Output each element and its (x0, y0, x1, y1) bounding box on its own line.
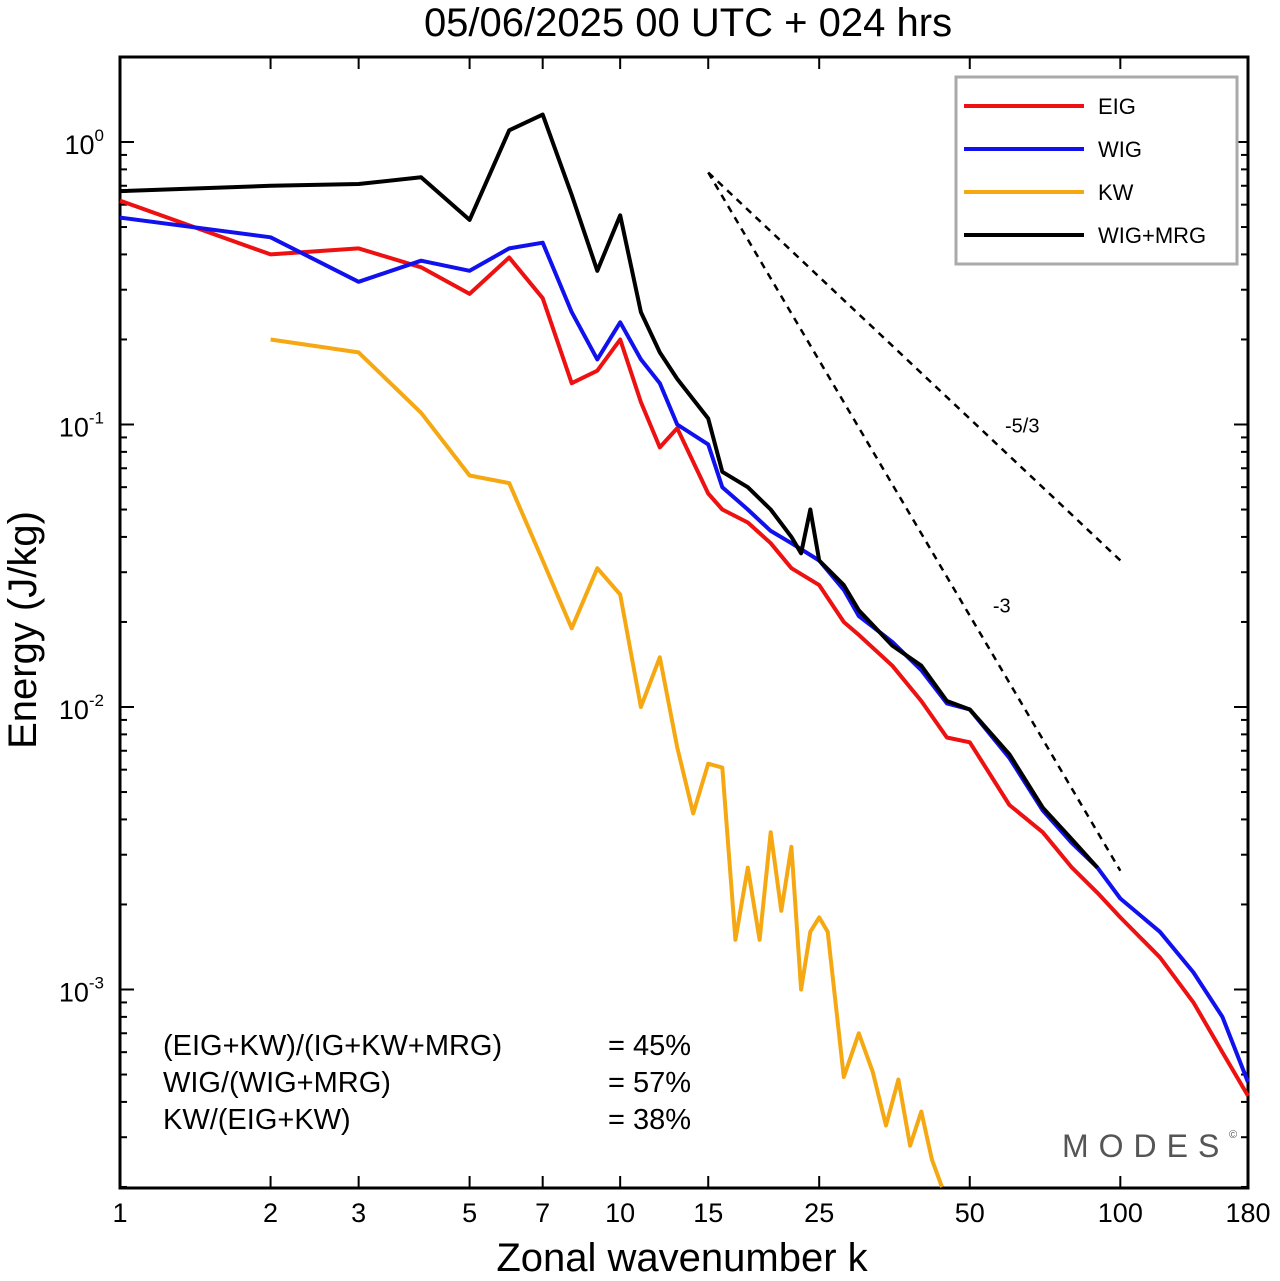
x-tick-label: 100 (1098, 1198, 1143, 1228)
stat-value: = 38% (608, 1104, 691, 1136)
stat-value: = 45% (608, 1030, 691, 1062)
y-tick-label: 10-2 (59, 691, 104, 725)
x-tick-label: 10 (605, 1198, 635, 1228)
y-tick-labels: 100 10-1 10-2 10-3 (59, 126, 104, 1008)
modes-logo: MODES © (1062, 1128, 1237, 1164)
y-tick-label: 10-1 (59, 409, 104, 443)
x-tick-label: 1 (112, 1198, 127, 1228)
x-tick-label: 50 (955, 1198, 985, 1228)
series-line-wig-mrg (119, 112, 1099, 869)
copyright-mark: © (1229, 1129, 1237, 1141)
series-line-kw (270, 337, 944, 1188)
legend-label: EIG (1098, 94, 1136, 119)
x-tick-label: 15 (693, 1198, 723, 1228)
slope-line (707, 171, 1122, 872)
slope-line (707, 171, 1122, 562)
legend-label: KW (1098, 180, 1134, 205)
x-tick-label: 2 (263, 1198, 278, 1228)
series-lines (119, 112, 1250, 1188)
series-line-wig (119, 215, 1250, 1083)
x-tick-label: 3 (351, 1198, 366, 1228)
legend-box (954, 75, 1239, 266)
reference-slope-lines: -5/3 -3 (707, 171, 1122, 872)
x-tick-label: 25 (804, 1198, 834, 1228)
axis-ticks (119, 55, 1249, 1188)
legend: EIG WIG KW WIG+MRG (954, 75, 1239, 266)
stat-label: KW/(EIG+KW) (163, 1104, 351, 1136)
stat-label: (EIG+KW)/(IG+KW+MRG) (163, 1030, 502, 1062)
ratio-statistics: (EIG+KW)/(IG+KW+MRG) = 45% WIG/(WIG+MRG) = … (163, 1030, 691, 1136)
chart-title: 05/06/2025 00 UTC + 024 hrs (424, 1, 952, 45)
y-tick-label: 100 (64, 126, 104, 160)
modes-watermark: MODES (1062, 1128, 1229, 1164)
stat-value: = 57% (608, 1067, 691, 1099)
series-line-eig (119, 198, 1250, 1097)
x-tick-label: 5 (462, 1198, 477, 1228)
y-tick-label: 10-3 (59, 974, 104, 1008)
slope-label: -5/3 (1005, 415, 1039, 437)
x-tick-labels: 1 2 3 5 7 10 15 25 50 100 180 (112, 1198, 1270, 1228)
legend-label: WIG+MRG (1098, 223, 1206, 248)
y-axis-label: Energy (J/kg) (1, 511, 45, 749)
x-axis-label: Zonal wavenumber k (496, 1236, 868, 1280)
x-tick-label: 7 (535, 1198, 550, 1228)
stat-label: WIG/(WIG+MRG) (163, 1067, 391, 1099)
legend-label: WIG (1098, 137, 1142, 162)
x-tick-label: 180 (1225, 1198, 1270, 1228)
slope-label: -3 (993, 595, 1011, 617)
